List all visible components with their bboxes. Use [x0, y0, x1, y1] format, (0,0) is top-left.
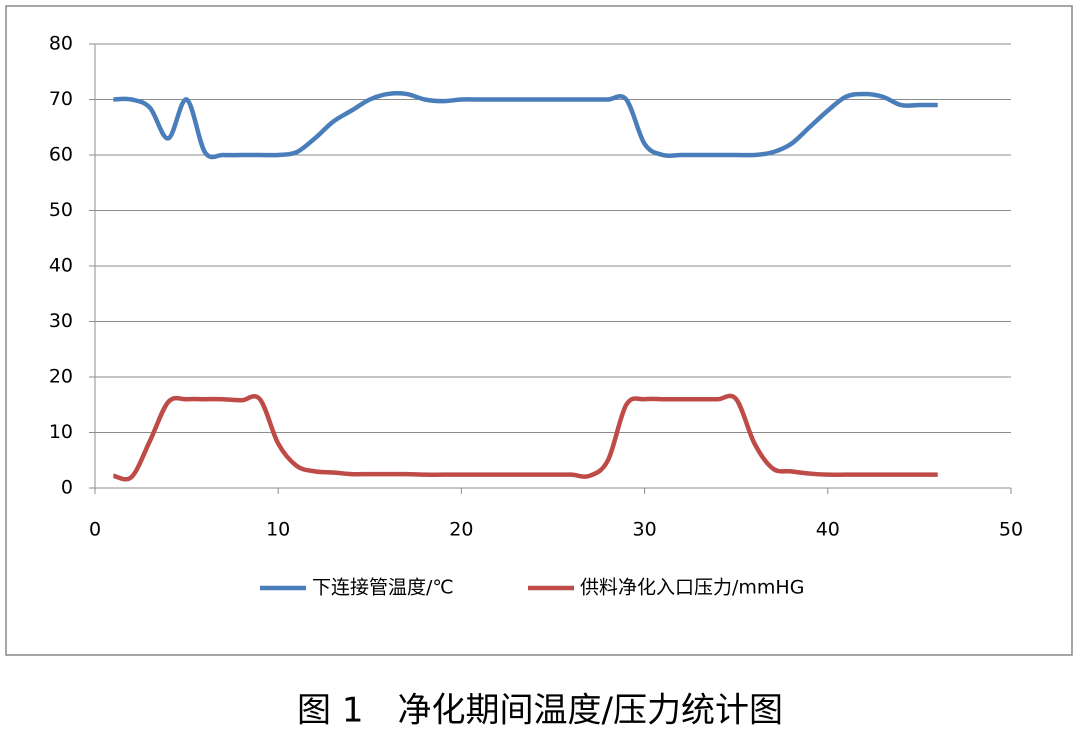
y-tick-label: 80 [49, 33, 73, 55]
y-tick-label: 30 [49, 310, 73, 332]
x-tick-label: 10 [266, 519, 290, 541]
x-tick-label: 20 [449, 519, 473, 541]
x-tick-label: 50 [999, 519, 1023, 541]
x-tick-label: 0 [89, 519, 101, 541]
y-tick-label: 70 [49, 88, 73, 110]
legend-label: 供料净化入口压力/mmHG [580, 577, 804, 599]
y-tick-label: 60 [49, 144, 73, 166]
y-tick-label: 40 [49, 255, 73, 277]
chart-frame [5, 5, 1073, 656]
series-line [112, 393, 938, 482]
x-tick-label: 30 [633, 519, 657, 541]
y-tick-label: 0 [61, 477, 73, 499]
y-tick-label: 20 [49, 366, 73, 388]
series-line [113, 91, 938, 160]
y-tick-label: 10 [49, 421, 73, 443]
y-tick-label: 50 [49, 199, 73, 221]
caption: 图 1 净化期间温度/压力统计图 [297, 691, 783, 731]
legend-label: 下连接管温度/℃ [312, 577, 454, 599]
x-tick-label: 40 [816, 519, 840, 541]
